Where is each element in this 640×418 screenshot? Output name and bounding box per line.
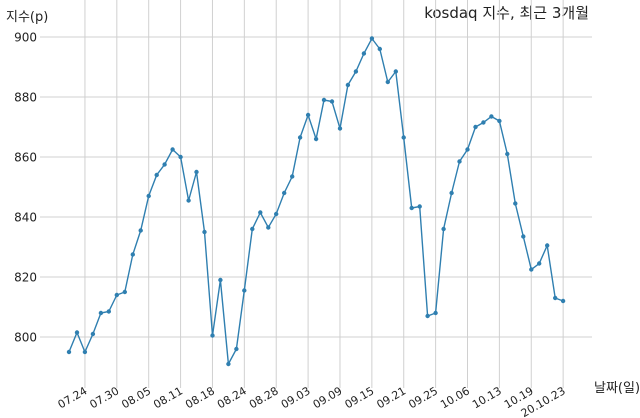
- data-point: [266, 225, 271, 230]
- data-point: [537, 261, 542, 266]
- x-tick-label: 09.03: [279, 384, 313, 411]
- x-tick-label: 10.13: [470, 384, 504, 411]
- x-tick-label: 07.24: [56, 384, 90, 411]
- data-point: [90, 331, 96, 337]
- x-tick-label: 09.21: [374, 384, 408, 411]
- series-line: [68, 37, 564, 367]
- data-point: [425, 313, 430, 319]
- data-point: [321, 97, 327, 103]
- data-point: [369, 36, 375, 41]
- data-point: [186, 198, 191, 203]
- data-point: [226, 361, 231, 367]
- chart-title: kosdaq 지수, 최근 3개월: [424, 4, 589, 22]
- data-point: [114, 292, 120, 298]
- data-point: [473, 124, 478, 130]
- data-points: [66, 36, 566, 367]
- data-point: [290, 174, 295, 179]
- data-point: [505, 151, 510, 157]
- data-point: [481, 120, 486, 125]
- data-point: [449, 190, 454, 196]
- data-point: [497, 118, 502, 124]
- data-point: [170, 147, 175, 152]
- data-point: [560, 298, 566, 304]
- data-point: [337, 126, 343, 131]
- data-point: [313, 136, 319, 142]
- data-point: [138, 228, 143, 233]
- data-point: [353, 69, 359, 74]
- data-point: [297, 135, 303, 140]
- data-point: [194, 169, 199, 175]
- x-tick-label: 07.30: [88, 384, 122, 411]
- y-tick-label: 860: [14, 151, 37, 165]
- data-point: [433, 310, 438, 316]
- data-point: [122, 289, 128, 295]
- data-point: [210, 333, 215, 338]
- data-point: [218, 277, 223, 283]
- data-point: [66, 349, 72, 355]
- x-tick-labels: 07.2407.3008.0508.1108.1808.2408.2809.03…: [56, 384, 568, 418]
- x-tick-label: 08.11: [151, 384, 185, 411]
- data-point: [329, 99, 335, 104]
- y-tick-label: 840: [14, 211, 37, 225]
- data-point: [465, 147, 470, 152]
- data-point: [258, 210, 263, 215]
- data-point: [553, 295, 558, 301]
- x-tick-label: 09.09: [311, 384, 345, 411]
- y-tick-label: 820: [14, 271, 37, 285]
- data-point: [282, 190, 287, 196]
- x-tick-label: 08.28: [247, 384, 281, 411]
- data-point: [130, 252, 135, 257]
- y-tick-label: 880: [14, 91, 37, 105]
- data-point: [489, 114, 494, 119]
- data-point: [385, 79, 390, 85]
- x-tick-label: 08.05: [119, 384, 153, 411]
- data-point: [417, 204, 422, 209]
- data-point: [377, 46, 382, 52]
- data-point: [513, 201, 518, 206]
- data-point: [242, 288, 247, 293]
- data-point: [162, 162, 167, 167]
- x-tick-label: 10.06: [438, 384, 472, 411]
- data-point: [305, 112, 311, 118]
- data-point: [441, 226, 446, 232]
- data-point: [521, 234, 526, 239]
- data-point: [345, 82, 351, 88]
- data-point: [234, 346, 239, 352]
- data-point: [82, 349, 88, 355]
- data-point: [361, 51, 367, 56]
- data-point: [154, 172, 159, 178]
- data-point: [178, 154, 183, 160]
- data-point: [457, 159, 462, 164]
- data-point: [202, 229, 207, 235]
- data-point: [98, 310, 104, 316]
- data-point: [401, 135, 406, 140]
- data-point: [74, 330, 80, 335]
- x-tick-label: 09.25: [406, 384, 440, 411]
- x-tick-label: 08.18: [183, 384, 217, 411]
- y-tick-label: 900: [14, 31, 37, 45]
- data-point: [146, 193, 151, 199]
- data-point: [393, 69, 398, 74]
- data-point: [274, 211, 279, 217]
- data-point: [106, 309, 112, 314]
- y-tick-labels: 800 820 840 860 880 900: [14, 31, 37, 345]
- y-axis-label: 지수(p): [6, 10, 48, 25]
- x-axis-label: 날짜(일): [594, 381, 640, 396]
- data-point: [529, 267, 534, 272]
- x-tick-label: 08.24: [215, 384, 249, 411]
- x-tick-label: 09.15: [343, 384, 377, 411]
- data-point: [250, 226, 255, 232]
- y-tick-label: 800: [14, 331, 37, 345]
- grid: [40, 0, 592, 388]
- data-point: [409, 205, 414, 211]
- data-point: [545, 243, 550, 248]
